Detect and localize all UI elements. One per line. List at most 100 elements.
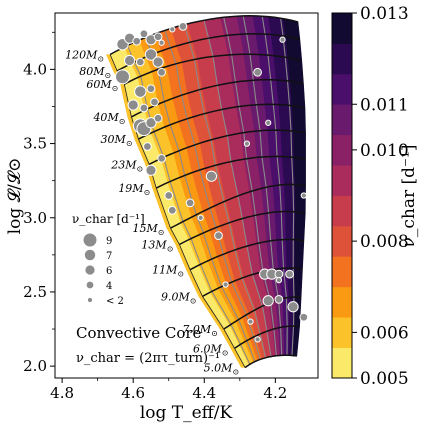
y-tick-label: 3.5 — [23, 135, 47, 153]
legend-label: 6 — [106, 266, 112, 277]
annotation-formula: ν_char = (2πτ_turn)⁻¹ — [76, 351, 220, 366]
colorbar-segment — [332, 104, 352, 136]
colorbar-segment — [332, 195, 352, 227]
star-marker — [178, 22, 188, 31]
legend-marker — [82, 232, 98, 248]
star-marker — [153, 32, 163, 42]
star-marker — [158, 39, 165, 46]
mass-label: 5.0M⊙ — [204, 362, 239, 377]
colorbar — [332, 13, 352, 379]
colorbar-frame — [331, 12, 353, 379]
star-marker — [143, 142, 152, 151]
colorbar-segment — [332, 73, 352, 105]
star-marker — [135, 57, 145, 67]
star-marker — [197, 214, 204, 221]
star-marker — [139, 29, 149, 39]
star-marker — [274, 269, 284, 279]
legend-marker — [86, 296, 94, 304]
isochrone-lines — [126, 15, 295, 365]
star-marker — [222, 281, 229, 288]
mass-label: 11M⊙ — [152, 264, 184, 279]
colorbar-segment — [332, 286, 352, 318]
mass-label: 120M⊙ — [65, 49, 104, 64]
colorbar-ticks: 0.005 0.006 0.008 0.010 0.011 0.013 — [352, 4, 409, 389]
plot-frame — [54, 12, 319, 379]
legend: ν_char [d⁻¹] 9 7 6 4 < 2 — [72, 212, 145, 307]
isochrone-line — [183, 24, 267, 358]
legend-label: 7 — [106, 251, 112, 262]
colorbar-segment — [332, 317, 352, 348]
mass-label: 19M⊙ — [118, 182, 150, 197]
star-marker — [145, 164, 157, 176]
track-line — [189, 238, 305, 271]
legend-label: 4 — [106, 281, 112, 292]
star-marker — [123, 54, 136, 67]
mass-label: 23M⊙ — [110, 158, 143, 173]
star-marker — [139, 103, 149, 113]
star-marker — [157, 154, 166, 163]
star-marker — [145, 117, 157, 129]
isochrone-line — [261, 16, 288, 356]
star-marker — [279, 36, 286, 43]
y-tick-label: 2.0 — [23, 357, 47, 375]
y-tick-label: 2.5 — [23, 283, 47, 301]
x-axis-ticks: 4.8 4.6 4.4 4.2 — [50, 378, 287, 402]
star-marker — [299, 312, 309, 322]
star-marker — [262, 295, 274, 307]
star-marker — [144, 48, 158, 61]
legend-marker — [85, 280, 95, 290]
star-marker — [132, 36, 142, 46]
colorbar-tick-label: 0.010 — [360, 141, 409, 161]
colorbar-tick-label: 0.006 — [360, 323, 409, 343]
track-line — [123, 53, 302, 85]
star-marker — [164, 191, 174, 200]
legend-label: < 2 — [106, 296, 124, 307]
star-marker — [254, 336, 261, 343]
star-marker — [274, 295, 284, 304]
track-line — [170, 183, 306, 229]
track-line — [223, 296, 302, 330]
track-line — [244, 354, 297, 369]
colorbar-tick-label: 0.005 — [360, 369, 409, 389]
colorbar-segment — [332, 134, 352, 166]
track-line — [148, 129, 306, 165]
star-marker — [247, 318, 254, 325]
mass-label: 30M⊙ — [101, 133, 133, 148]
track-line — [202, 267, 303, 298]
colorbar-label: ν_char [d⁻¹] — [399, 145, 419, 248]
colorbar-segment — [332, 165, 352, 196]
track-line — [131, 78, 304, 118]
star-marker — [115, 69, 130, 85]
annotation-convective-core: Convective Core — [76, 324, 202, 342]
mass-labels: 120M⊙80M⊙60M⊙ 40M⊙ 30M⊙ 23M⊙ 19M⊙ 15M⊙13M⊙ 11M… — [65, 49, 239, 377]
x-tick-label: 4.2 — [263, 384, 287, 402]
x-axis-label: log T_eff/K — [140, 403, 233, 423]
legend-marker — [83, 248, 97, 262]
colorbar-segment — [332, 13, 352, 44]
mass-label: 40M⊙ — [92, 111, 125, 126]
colorbar-tick-label: 0.013 — [360, 4, 409, 24]
isochrone-line — [280, 18, 295, 356]
star-marker — [169, 26, 176, 33]
y-tick-label: 4.0 — [23, 60, 47, 78]
star-marker — [253, 67, 262, 77]
star-marker — [153, 113, 163, 123]
legend-marker — [84, 264, 96, 276]
mass-label: 6.0M⊙ — [193, 342, 228, 357]
colorbar-segment — [332, 256, 352, 288]
track-line — [234, 325, 300, 349]
star-marker — [243, 140, 251, 147]
x-tick-label: 4.4 — [192, 384, 216, 402]
mass-label: 9.0M⊙ — [161, 290, 196, 305]
star-marker — [167, 205, 177, 215]
zams-line — [109, 54, 246, 368]
mass-label: 7.0M⊙ — [182, 323, 217, 338]
colorbar-segment — [332, 43, 352, 75]
isochrone-line — [203, 20, 272, 357]
y-axis-label: log 𝓛/𝓛⊙ — [5, 158, 25, 235]
star-marker — [152, 56, 164, 68]
legend-title: ν_char [d⁻¹] — [72, 212, 145, 226]
track-line — [179, 210, 306, 246]
colorbar-tick-label: 0.011 — [360, 95, 409, 115]
star-marker — [134, 85, 147, 98]
